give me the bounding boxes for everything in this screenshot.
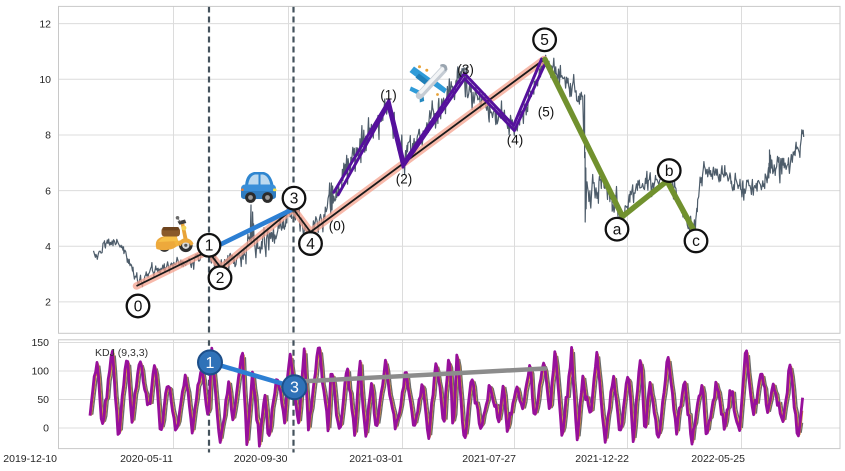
svg-text:4: 4 (45, 241, 51, 253)
svg-text:(5): (5) (538, 105, 555, 120)
svg-text:2019-12-10: 2019-12-10 (3, 453, 57, 465)
svg-text:3: 3 (290, 191, 299, 208)
svg-text:2: 2 (216, 270, 225, 287)
svg-text:c: c (692, 233, 700, 250)
svg-text:a: a (613, 222, 622, 239)
svg-text:(1): (1) (380, 88, 397, 103)
svg-text:b: b (665, 163, 674, 180)
svg-text:50: 50 (37, 394, 49, 406)
svg-text:(4): (4) (507, 133, 524, 148)
svg-text:10: 10 (39, 74, 51, 86)
svg-text:1: 1 (205, 238, 214, 255)
svg-text:2021-07-27: 2021-07-27 (462, 453, 516, 465)
svg-text:2020-09-30: 2020-09-30 (234, 453, 288, 465)
svg-text:150: 150 (31, 337, 49, 349)
svg-text:(0): (0) (329, 219, 346, 234)
svg-text:(3): (3) (457, 62, 474, 77)
svg-text:2021-03-01: 2021-03-01 (349, 453, 403, 465)
svg-text:2: 2 (45, 297, 51, 309)
svg-text:3: 3 (290, 380, 299, 397)
svg-text:5: 5 (540, 32, 549, 49)
svg-text:2021-12-22: 2021-12-22 (575, 453, 629, 465)
svg-text:6: 6 (45, 185, 51, 197)
svg-text:4: 4 (306, 236, 315, 253)
svg-text:0: 0 (134, 298, 143, 315)
svg-text:0: 0 (43, 423, 49, 435)
svg-text:12: 12 (39, 18, 51, 30)
svg-text:8: 8 (45, 130, 51, 142)
svg-text:KDJ (9,3,3): KDJ (9,3,3) (95, 347, 148, 359)
svg-text:2020-05-11: 2020-05-11 (120, 453, 173, 465)
svg-text:2022-05-25: 2022-05-25 (691, 453, 745, 465)
svg-text:100: 100 (31, 366, 49, 378)
svg-text:(2): (2) (396, 172, 413, 187)
svg-text:1: 1 (206, 355, 215, 372)
